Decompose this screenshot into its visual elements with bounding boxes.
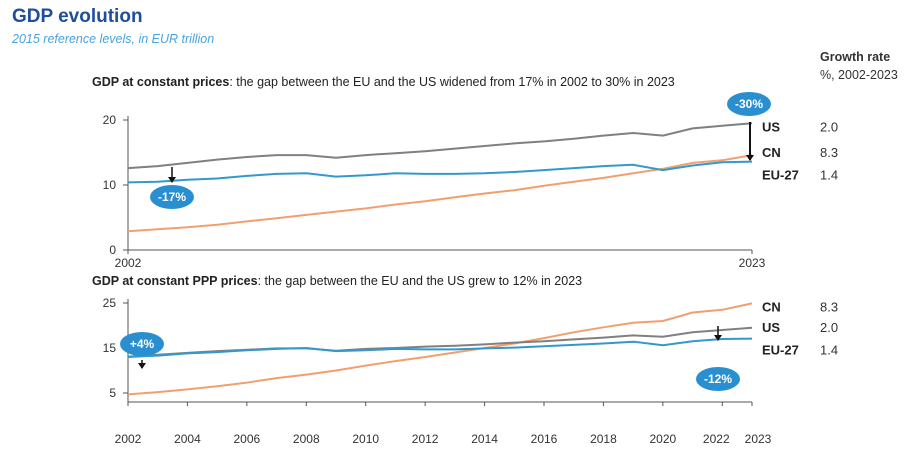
gap-arrowhead — [138, 363, 146, 369]
series-label-eu-27: EU-27 — [762, 168, 799, 183]
chart-title-bold: GDP at constant prices — [92, 75, 229, 89]
series-line-eu-27 — [127, 337, 753, 358]
chart-2-title: GDP at constant PPP prices: the gap betw… — [92, 274, 582, 288]
chart-title-rest: : the gap between the EU and the US grew… — [258, 274, 583, 288]
x-tick-label: 2023 — [745, 432, 772, 446]
y-tick-label: 10 — [103, 178, 117, 192]
x-tick-label: 2018 — [590, 432, 617, 446]
gap-bubble — [150, 185, 194, 209]
gap-bubble-label: +4% — [130, 337, 155, 351]
x-tick-label: 2010 — [352, 432, 379, 446]
y-tick-label: 15 — [103, 341, 117, 355]
gap-bubble — [727, 92, 771, 116]
y-tick-label: 5 — [109, 386, 116, 400]
series-line-cn — [127, 302, 753, 396]
series-label-us: US — [762, 119, 780, 134]
gap-bubble-label: -17% — [158, 190, 186, 204]
x-tick-label: 2006 — [234, 432, 261, 446]
gap-bubble — [120, 332, 164, 356]
gap-arrowhead — [714, 335, 722, 341]
growth-rate-cn: 8.3 — [820, 299, 838, 314]
series-label-us: US — [762, 320, 780, 335]
chart-1-title: GDP at constant prices: the gap between … — [92, 75, 675, 89]
y-tick-label: 0 — [109, 243, 116, 257]
page-subtitle: 2015 reference levels, in EUR trillion — [12, 32, 215, 46]
series-label-eu-27: EU-27 — [762, 343, 799, 358]
gap-arrowhead — [746, 155, 754, 161]
y-tick-label: 20 — [103, 113, 117, 127]
growth-rate-cn: 8.3 — [820, 145, 838, 160]
x-tick-label: 2022 — [703, 432, 730, 446]
growth-rate-label: Growth rate — [820, 50, 891, 64]
x-tick-label: 2023 — [739, 256, 766, 270]
x-tick-label: 2012 — [412, 432, 439, 446]
series-label-cn: CN — [762, 299, 781, 314]
series-line-eu-27 — [127, 160, 753, 184]
chart-title-rest: : the gap between the EU and the US wide… — [229, 75, 674, 89]
series-label-cn: CN — [762, 145, 781, 160]
gap-bubble — [696, 367, 740, 391]
growth-rate-eu-27: 1.4 — [820, 343, 838, 358]
x-tick-label: 2014 — [471, 432, 498, 446]
x-tick-label: 2020 — [650, 432, 677, 446]
x-tick-label: 2016 — [531, 432, 558, 446]
chart-title-bold: GDP at constant PPP prices — [92, 274, 258, 288]
growth-rate-period: %, 2002-2023 — [820, 68, 898, 82]
gap-bubble-label: -30% — [735, 97, 763, 111]
x-tick-label: 2002 — [115, 256, 142, 270]
x-tick-label: 2008 — [293, 432, 320, 446]
series-line-us — [127, 122, 753, 170]
gap-arrowhead — [168, 177, 176, 183]
growth-rate-us: 2.0 — [820, 119, 838, 134]
growth-rate-header: Growth rate %, 2002-2023 — [820, 48, 898, 84]
page-title: GDP evolution — [12, 6, 143, 27]
series-line-cn — [127, 154, 753, 233]
gap-bubble-label: -12% — [704, 372, 732, 386]
x-tick-label: 2002 — [115, 432, 142, 446]
growth-rate-eu-27: 1.4 — [820, 168, 838, 183]
x-tick-label: 2004 — [174, 432, 201, 446]
growth-rate-us: 2.0 — [820, 320, 838, 335]
y-tick-label: 25 — [103, 296, 117, 310]
